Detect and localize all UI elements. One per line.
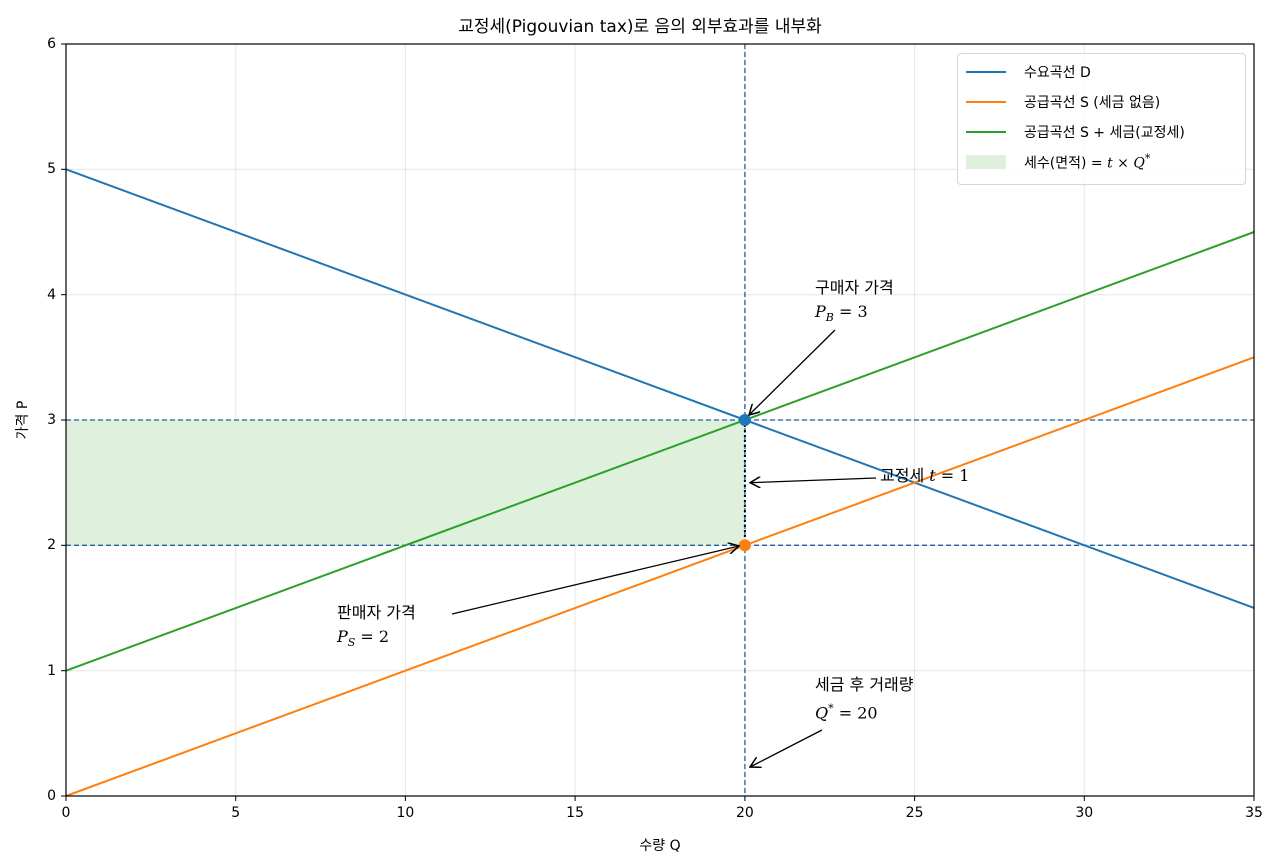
annotation-arrows — [451, 329, 877, 767]
legend-swatch-supply-tax — [966, 131, 1006, 133]
x-tick-label: 15 — [566, 805, 585, 821]
seller-price-point — [738, 539, 751, 552]
annotation-quantity: 세금 후 거래량 Q* = 20 — [815, 675, 914, 723]
legend: 수요곡선 D 공급곡선 S (세금 없음) 공급곡선 S + 세금(교정세) 세… — [957, 53, 1246, 185]
chart-title: 교정세(Pigouvian tax)로 음의 외부효과를 내부화 — [458, 17, 822, 37]
x-tick-label: 35 — [1245, 805, 1263, 821]
legend-swatch-demand — [966, 71, 1006, 73]
legend-item-supply-tax: 공급곡선 S + 세금(교정세) — [966, 122, 1185, 142]
annotation-tax: 교정세 t = 1 — [880, 466, 970, 485]
legend-swatch-supply — [966, 101, 1006, 103]
y-tick-label: 2 — [47, 537, 56, 554]
x-tick-label: 5 — [231, 805, 241, 821]
x-tick-label: 0 — [61, 805, 71, 821]
supply-curve — [65, 356, 1255, 797]
supply-tax-curve — [65, 231, 1255, 672]
x-tick-label: 25 — [905, 805, 924, 821]
legend-item-demand: 수요곡선 D — [966, 62, 1091, 82]
x-axis-label: 수량 Q — [639, 838, 681, 854]
y-tick-label: 0 — [47, 788, 56, 804]
y-tick-label: 1 — [47, 662, 56, 679]
legend-label: 수요곡선 D — [1024, 65, 1091, 81]
legend-item-revenue: 세수(면적) = t × Q* — [966, 152, 1150, 172]
legend-label: 공급곡선 S + 세금(교정세) — [1024, 125, 1185, 141]
tax-revenue-area — [66, 420, 745, 546]
legend-label: 공급곡선 S (세금 없음) — [1024, 95, 1161, 111]
y-tick-label: 4 — [47, 286, 56, 303]
y-tick-label: 5 — [47, 161, 56, 178]
legend-item-supply: 공급곡선 S (세금 없음) — [966, 92, 1160, 112]
legend-label: 세수(면적) = t × Q* — [1024, 151, 1151, 172]
y-axis-label: 가격 P — [15, 400, 31, 440]
buyer-price-point — [738, 414, 751, 426]
x-tick-label: 20 — [735, 805, 754, 821]
x-tick-label: 30 — [1075, 805, 1094, 821]
annotation-seller-price: 판매자 가격 PS = 2 — [337, 603, 416, 650]
y-tick-label: 3 — [47, 412, 56, 428]
tick-marks — [61, 43, 1255, 801]
annotation-buyer-price: 구매자 가격 PB = 3 — [815, 278, 894, 325]
legend-swatch-revenue — [966, 155, 1006, 169]
demand-curve — [65, 168, 1255, 609]
x-tick-label: 10 — [396, 805, 415, 821]
y-tick-label: 6 — [47, 36, 56, 52]
